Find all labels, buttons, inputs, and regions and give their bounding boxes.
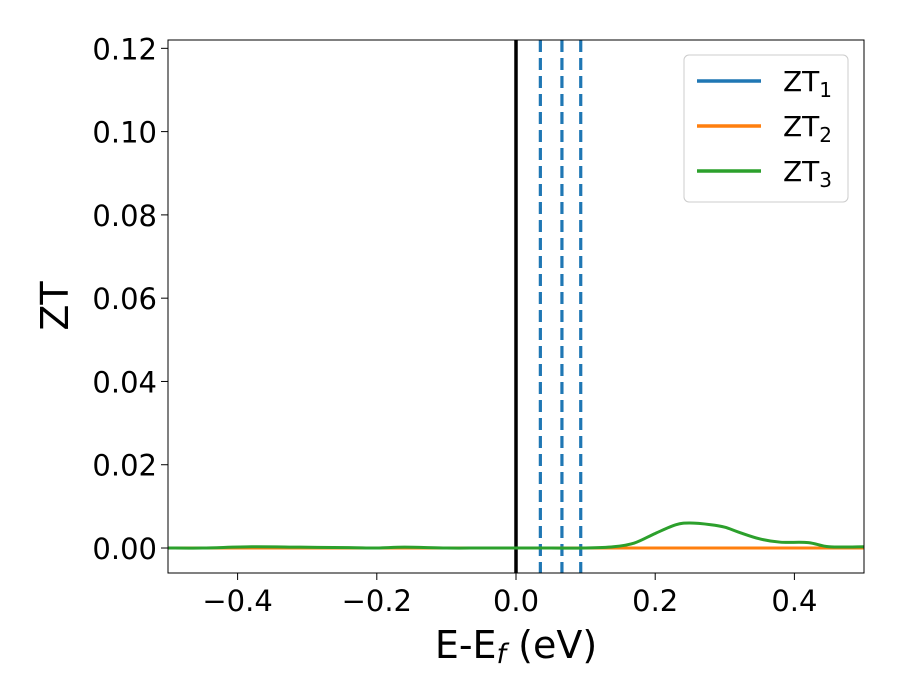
legend-box [683, 54, 849, 203]
y-tick-label: 0.02 [92, 449, 157, 483]
vertical-lines [514, 40, 583, 573]
y-axis-label: ZT [33, 281, 77, 331]
y-axis-ticks: 0.00 0.02 0.04 0.06 0.08 0.10 0.12 [92, 32, 168, 566]
series-line-zt3 [168, 521, 864, 550]
legend: ZT1 ZT2 ZT3 [683, 54, 849, 203]
y-tick-label: 0.06 [92, 282, 157, 316]
y-tick-label: 0.12 [92, 32, 157, 66]
y-tick-label: 0.00 [92, 532, 157, 566]
x-axis-label: E-Ef (eV) [435, 623, 597, 670]
series-lines [168, 521, 864, 550]
legend-label-zt2: ZT2 [783, 110, 832, 147]
y-tick-label: 0.08 [92, 199, 157, 233]
legend-label-zt3: ZT3 [783, 155, 832, 192]
x-axis-ticks: −0.4 −0.2 0.0 0.2 0.4 [202, 573, 817, 618]
x-tick-label: −0.2 [342, 584, 412, 618]
y-tick-label: 0.04 [92, 365, 157, 399]
y-tick-label: 0.10 [92, 116, 157, 150]
x-tick-label: 0.0 [493, 584, 539, 618]
x-tick-label: 0.4 [771, 584, 817, 618]
x-axis-label-unit: (eV) [506, 623, 597, 667]
x-tick-label: −0.4 [202, 584, 272, 618]
x-tick-label: 0.2 [632, 584, 678, 618]
legend-label-zt1: ZT1 [783, 65, 832, 102]
